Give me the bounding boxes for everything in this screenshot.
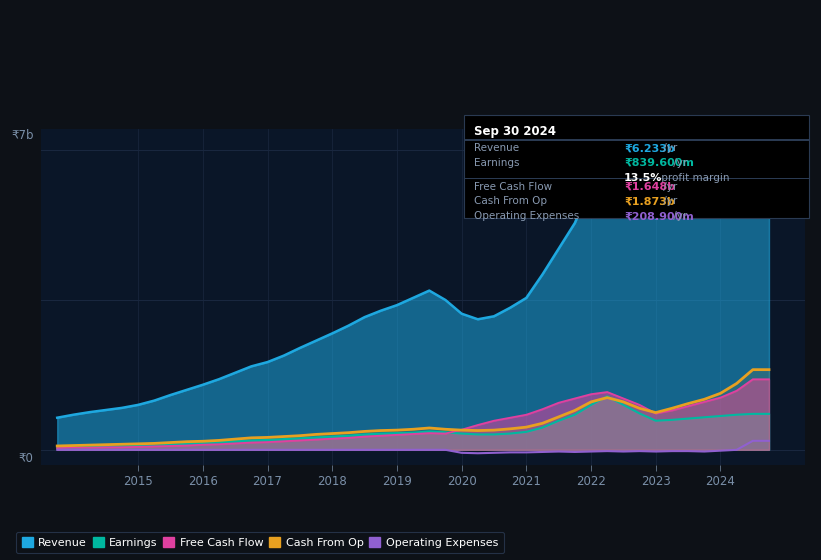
- Text: Free Cash Flow: Free Cash Flow: [474, 181, 552, 192]
- Text: 13.5%: 13.5%: [624, 173, 663, 183]
- Text: profit margin: profit margin: [658, 173, 730, 183]
- Text: /yr: /yr: [670, 211, 687, 221]
- Text: ₹1.648b: ₹1.648b: [624, 181, 675, 192]
- Text: /yr: /yr: [659, 181, 677, 192]
- Text: Sep 30 2024: Sep 30 2024: [474, 125, 556, 138]
- Text: ₹839.600m: ₹839.600m: [624, 158, 694, 168]
- Legend: Revenue, Earnings, Free Cash Flow, Cash From Op, Operating Expenses: Revenue, Earnings, Free Cash Flow, Cash …: [16, 532, 504, 553]
- Text: Cash From Op: Cash From Op: [474, 197, 547, 207]
- Text: ₹208.900m: ₹208.900m: [624, 211, 694, 221]
- Text: ₹1.873b: ₹1.873b: [624, 197, 675, 207]
- Text: ₹0: ₹0: [19, 452, 34, 465]
- Text: ₹7b: ₹7b: [11, 129, 34, 142]
- Text: Revenue: Revenue: [474, 143, 519, 153]
- Text: /yr: /yr: [670, 158, 687, 168]
- Text: /yr: /yr: [659, 143, 677, 153]
- Text: Earnings: Earnings: [474, 158, 519, 168]
- Text: Operating Expenses: Operating Expenses: [474, 211, 579, 221]
- Text: /yr: /yr: [659, 197, 677, 207]
- Text: ₹6.233b: ₹6.233b: [624, 143, 675, 153]
